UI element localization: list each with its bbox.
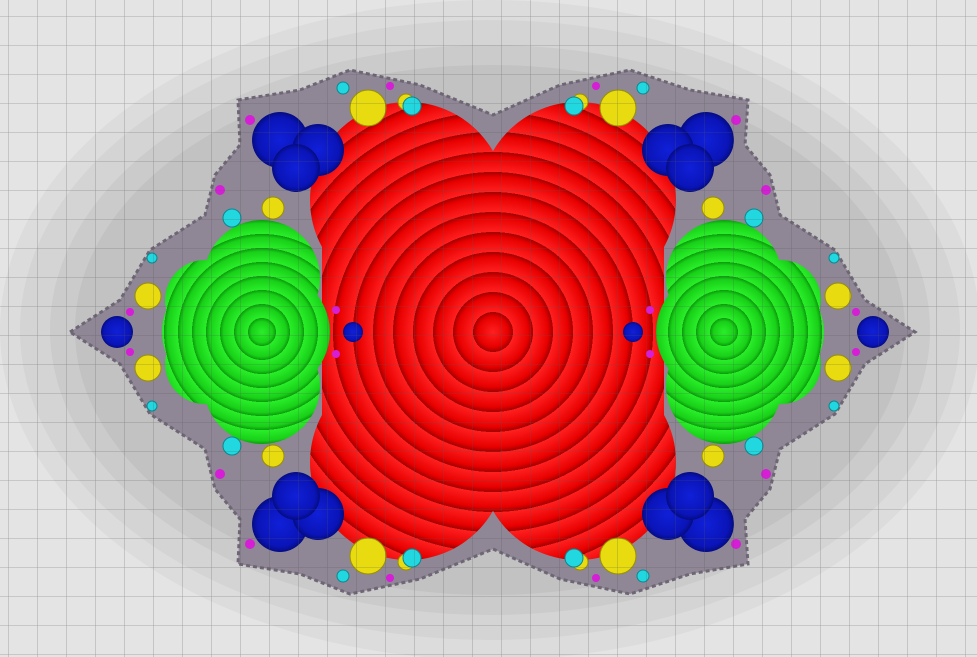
fractal-image [0,0,977,657]
page [0,0,977,657]
grid-overlay [0,0,977,657]
